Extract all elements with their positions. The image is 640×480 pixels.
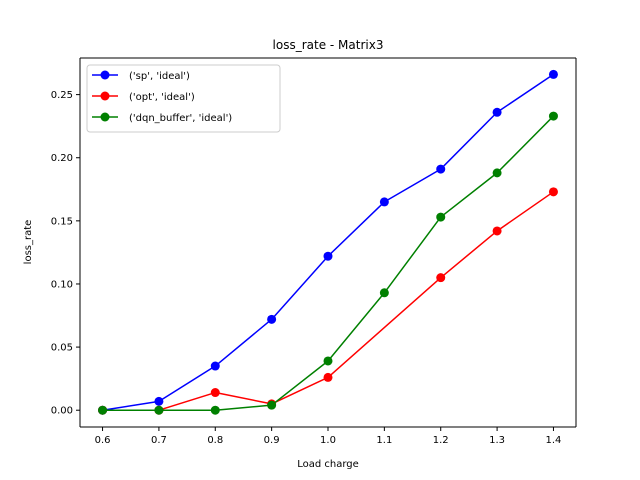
data-point (267, 400, 277, 410)
x-tick-label: 1.0 (320, 435, 336, 446)
data-point (492, 226, 502, 236)
legend-box (86, 64, 281, 133)
legend-marker (100, 70, 110, 80)
y-tick-label: 0.10 (51, 279, 73, 290)
data-point (379, 197, 389, 207)
data-point (492, 107, 502, 117)
legend-marker (100, 112, 110, 122)
x-axis-label: Load charge (297, 459, 359, 470)
y-tick-label: 0.05 (51, 343, 73, 354)
x-tick-label: 0.6 (95, 435, 111, 446)
data-point (323, 372, 333, 382)
x-tick-label: 1.3 (489, 435, 505, 446)
legend: ('sp', 'ideal') ('opt', 'ideal') ('dqn_buf… (86, 64, 281, 133)
y-axis-label: loss_rate (23, 220, 34, 265)
data-point (210, 361, 220, 371)
data-point (492, 168, 502, 178)
data-point (379, 288, 389, 298)
y-tick-label: 0.00 (51, 406, 73, 417)
data-point (548, 69, 558, 79)
data-point (548, 111, 558, 121)
x-tick-label: 0.8 (207, 435, 223, 446)
legend-label: ('dqn_buffer', 'ideal') (129, 113, 232, 124)
x-tick-label: 1.1 (376, 435, 392, 446)
series-layer (98, 69, 558, 415)
legend-label: ('opt', 'ideal') (129, 92, 195, 103)
x-tick-label: 0.9 (264, 435, 280, 446)
data-point (436, 273, 446, 283)
legend-marker (100, 91, 110, 101)
data-point (210, 405, 220, 415)
data-point (323, 251, 333, 261)
data-point (154, 405, 164, 415)
x-tick-label: 1.4 (546, 435, 562, 446)
y-ticks: 0.00 0.05 0.10 0.15 0.20 0.25 (51, 90, 80, 417)
data-point (548, 187, 558, 197)
x-tick-label: 1.2 (433, 435, 449, 446)
y-tick-label: 0.20 (51, 153, 73, 164)
legend-label: ('sp', 'ideal') (129, 71, 190, 82)
chart-title: loss_rate - Matrix3 (273, 38, 384, 52)
x-tick-label: 0.7 (151, 435, 167, 446)
data-point (98, 405, 108, 415)
x-ticks: 0.6 0.7 0.8 0.9 1.0 1.1 1.2 1.3 1.4 (95, 427, 562, 446)
axes-layer (79, 57, 577, 428)
data-point (154, 396, 164, 406)
data-point (323, 356, 333, 366)
y-tick-label: 0.15 (51, 216, 73, 227)
series-line (102, 191, 554, 411)
y-tick-label: 0.25 (51, 90, 73, 101)
data-point (436, 212, 446, 222)
data-point (210, 388, 220, 398)
data-point (267, 314, 277, 324)
data-point (436, 164, 446, 174)
